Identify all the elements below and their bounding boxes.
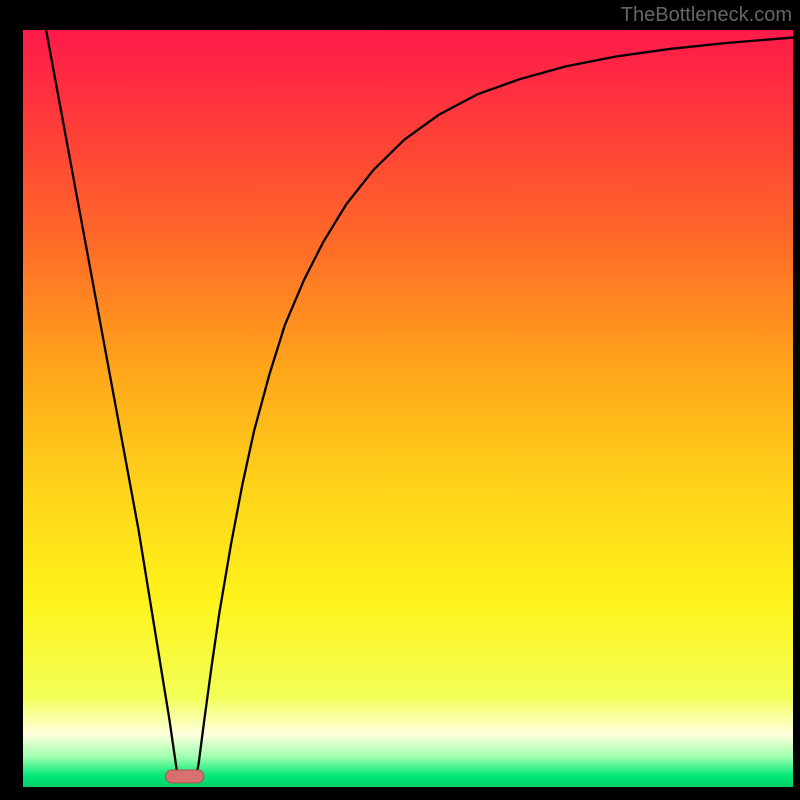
chart-svg bbox=[0, 0, 800, 800]
plot-area bbox=[23, 30, 793, 787]
chart-container: TheBottleneck.com bbox=[0, 0, 800, 800]
watermark-text: TheBottleneck.com bbox=[621, 4, 792, 27]
optimal-marker bbox=[165, 770, 204, 783]
